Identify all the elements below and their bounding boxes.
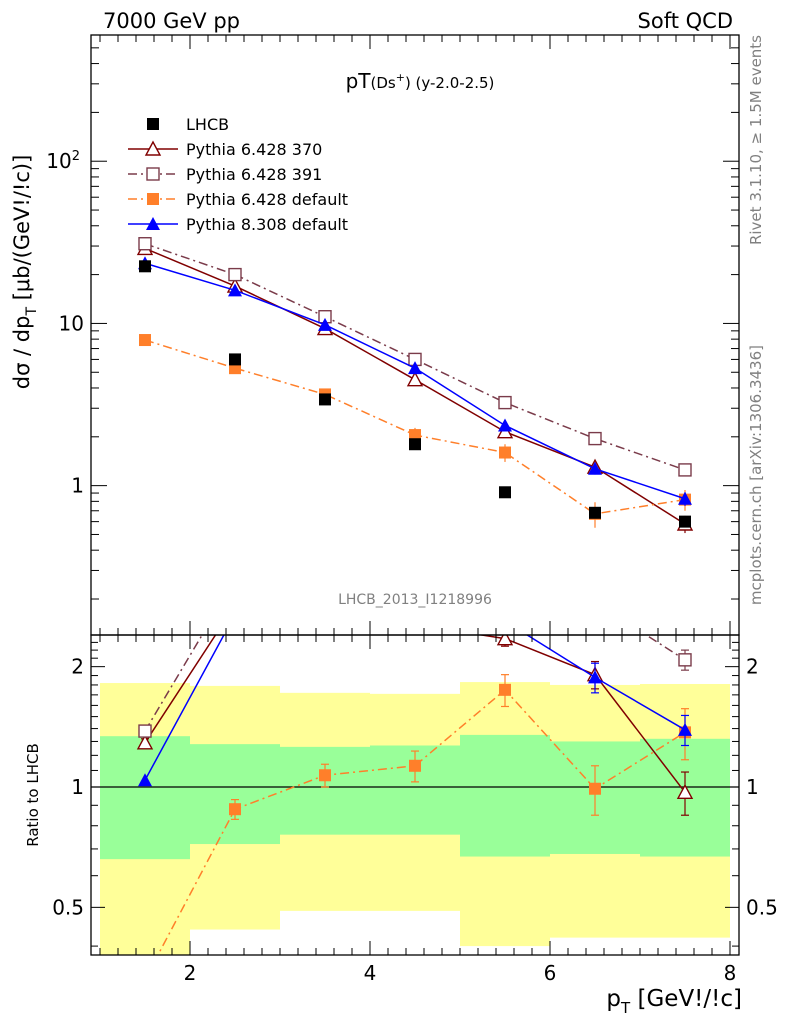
legend-marker [146,217,160,230]
point-pythia-8-308-default [408,361,422,375]
legend-entry-pythia-6-428-default: Pythia 6.428 default [128,190,348,209]
point-lhcb [589,506,601,519]
ratio-point-pythia-6-428-default [499,683,511,696]
legend-marker [147,193,159,205]
legend-entry-pythia-8-308-default: Pythia 8.308 default [128,215,348,234]
ratio-tick-label-right: 0.5 [746,895,778,919]
analysis-label: LHCB_2013_I1218996 [338,592,492,608]
main-plot-series [136,237,694,534]
point-pythia-6-428-391 [498,395,512,410]
ratio-point-pythia-8-308-default [498,614,512,627]
legend-marker [147,118,159,130]
ratio-point-pythia-8-308-default [228,608,242,621]
point-pythia-8-308-default [678,491,692,505]
ratio-point-pythia-8-308-default [678,722,692,736]
point-lhcb [229,353,241,366]
band-1sigma [100,736,190,860]
axis-ticks [91,34,739,955]
ratio-tick-label-left: 0.5 [52,895,84,919]
x-axis-label: pT [GeV!/!c] [606,986,742,1017]
point-pythia-6-428-391 [588,431,602,446]
plot-title: pT(Ds+) (y-2.0-2.5) [346,69,495,93]
legend-entry-pythia-6-428-391: Pythia 6.428 391 [128,165,322,184]
ratio-point-pythia-6-428-default [229,803,241,816]
point-pythia-6-428-default [139,334,151,347]
legend-label: LHCB [186,115,229,134]
point-lhcb [319,393,331,406]
ratio-frame [90,634,740,956]
legend-entry-lhcb: LHCB [147,115,229,134]
ratio-point-pythia-6-428-370 [136,734,154,750]
ratio-tick-label-left: 2 [71,655,84,679]
legend-label: Pythia 6.428 391 [186,165,322,184]
ratio-tick-label-right: 2 [746,655,759,679]
legend-label: Pythia 6.428 370 [186,140,322,159]
x-tick-label: 2 [184,961,197,985]
ratio-point-pythia-6-428-default [319,769,331,782]
legend: LHCB Pythia 6.428 370 Pythia 6.428 391 Pyth… [128,115,348,234]
y-tick-label: 10 [59,311,84,335]
axis-tick-labels: 2 4 6 8 102 10 1 2 2 1 1 0.5 0.5 [46,149,778,985]
legend-marker [146,167,160,181]
point-pythia-8-308-default [318,317,332,331]
ratio-plot-series [136,561,694,985]
point-pythia-8-308-default [228,283,242,297]
ratio-tick-label-left: 1 [71,775,84,799]
ratio-point-pythia-6-428-default [589,782,601,795]
ratio-point-pythia-6-428-391 [678,653,692,667]
legend-label: Pythia 6.428 default [186,190,348,209]
y-tick-label: 102 [46,149,80,173]
ratio-point-pythia-6-428-391 [319,579,331,591]
ratio-point-pythia-6-428-391 [229,574,241,586]
point-lhcb [679,515,691,528]
point-lhcb [409,438,421,451]
ratio-point-pythia-6-428-370 [676,783,694,799]
ratio-point-pythia-6-428-370 [318,606,332,619]
ratio-tick-label-right: 1 [746,775,759,799]
rivet-label: Rivet 3.1.10, ≥ 1.5M events [747,35,765,245]
point-lhcb [499,486,511,499]
ratio-uncertainty-bands [91,682,739,955]
ratio-point-pythia-6-428-370 [228,598,242,611]
header-right: Soft QCD [638,9,733,33]
x-tick-label: 8 [724,961,737,985]
point-pythia-8-308-default [588,461,602,475]
x-tick-label: 4 [364,961,377,985]
ratio-point-pythia-6-428-default [409,759,421,772]
ratio-point-pythia-6-428-391 [409,574,421,586]
band-1sigma [280,746,370,835]
point-pythia-6-428-370 [406,371,424,387]
header-left: 7000 GeV pp [103,9,240,33]
band-1sigma [190,744,280,845]
point-pythia-6-428-default [409,429,421,442]
mcplots-label: mcplots.cern.ch [arXiv:1306.3436] [747,345,765,605]
y-axis-label: dσ / dpT [μb/(GeV!/!c)] [10,155,40,390]
ratio-point-pythia-6-428-370 [496,635,514,646]
ratio-point-pythia-8-308-default [318,598,332,611]
ratio-axis-label: Ratio to LHCB [24,743,42,847]
x-tick-label: 6 [544,961,557,985]
ratio-point-pythia-6-428-391 [138,724,152,738]
legend-entry-pythia-6-428-370: Pythia 6.428 370 [128,140,322,159]
band-1sigma [460,734,550,857]
point-lhcb [139,260,151,273]
y-tick-label: 1 [71,474,84,498]
legend-label: Pythia 8.308 default [186,215,348,234]
point-pythia-6-428-default [499,446,511,459]
point-pythia-6-428-391 [228,267,242,282]
legend-marker [144,140,162,156]
point-pythia-8-308-default [498,418,512,432]
ratio-point-pythia-6-428-370 [408,617,422,630]
point-pythia-6-428-391 [678,463,692,477]
ratio-point-pythia-6-428-391 [499,561,511,573]
ratio-point-pythia-6-428-default [139,973,151,985]
point-pythia-6-428-391 [138,237,152,251]
ratio-point-pythia-6-428-391 [589,596,601,608]
ratio-point-pythia-8-308-default [588,670,602,684]
ratio-point-pythia-8-308-default [138,773,152,787]
